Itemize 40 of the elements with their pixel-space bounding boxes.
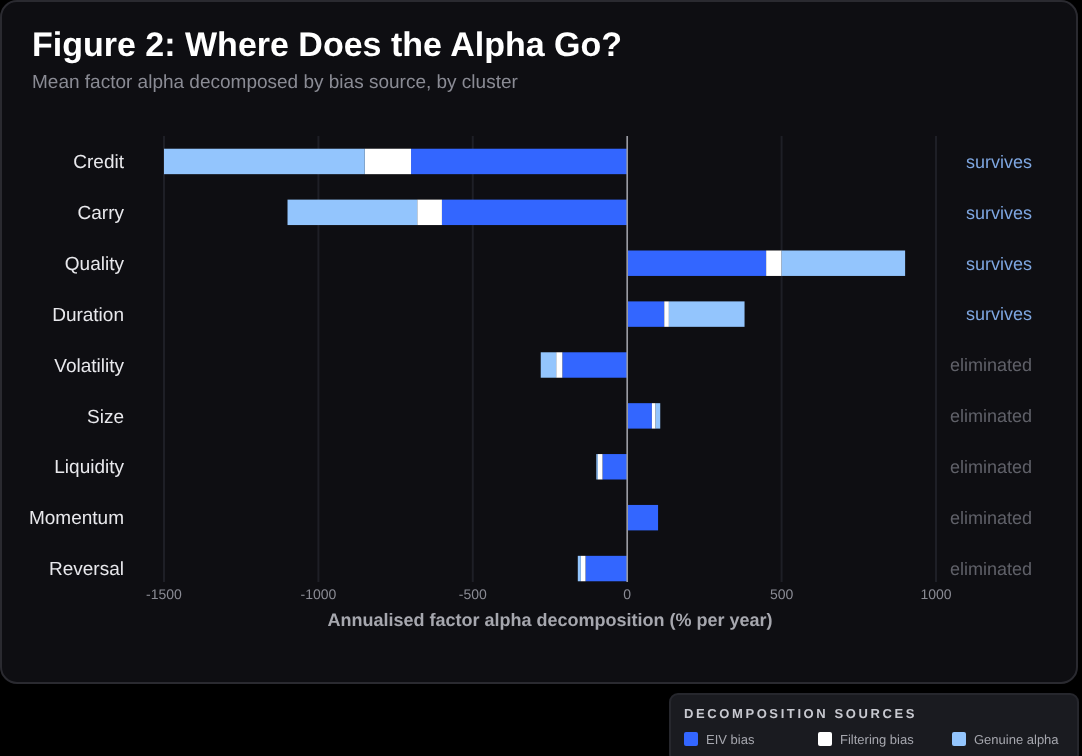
y-tick-label: Carry <box>77 202 125 225</box>
bar <box>580 555 586 582</box>
bar <box>627 504 659 531</box>
bar <box>556 352 563 378</box>
bar <box>417 199 442 226</box>
y2-tick-label: eliminated <box>949 406 1032 427</box>
y-tick-label: Size <box>87 406 124 429</box>
y2-tick-label: eliminated <box>949 507 1032 528</box>
chart-title: Figure 2: Where Does the Alpha Go? <box>32 26 623 64</box>
chart-subtitle: Mean factor alpha decomposed by bias source, by cluster <box>32 72 518 94</box>
y-tick-label: Credit <box>73 152 125 175</box>
bar <box>766 250 782 276</box>
bar <box>441 199 628 226</box>
y2-tick-label: survives <box>965 151 1033 172</box>
y2-tick-label: eliminated <box>949 558 1032 579</box>
bar <box>585 555 628 582</box>
y-tick-label: Quality <box>64 253 125 276</box>
bar <box>540 352 557 378</box>
y-tick-label: Momentum <box>28 508 125 531</box>
bar <box>627 250 767 276</box>
y-tick-label: Liquidity <box>54 457 125 480</box>
y2-tick-label: survives <box>965 202 1033 223</box>
bar <box>781 250 906 276</box>
bar <box>602 454 628 480</box>
y2-tick-label: eliminated <box>949 457 1032 478</box>
bar <box>627 301 665 327</box>
bar <box>668 301 745 327</box>
y2-tick-label: eliminated <box>949 355 1032 376</box>
y2-tick-label: survives <box>965 253 1033 274</box>
y-tick-label: Reversal <box>49 559 124 582</box>
bar <box>411 148 628 175</box>
bar <box>287 199 418 226</box>
y-tick-label: Duration <box>52 304 124 327</box>
bar <box>164 148 365 175</box>
y-tick-label: Volatility <box>54 355 125 378</box>
y2-tick-label: survives <box>965 304 1033 325</box>
bar <box>364 148 412 175</box>
bar <box>627 403 652 429</box>
bar <box>562 352 628 378</box>
x-axis-title: Annualised factor alpha decomposition (% per year) <box>327 610 773 630</box>
